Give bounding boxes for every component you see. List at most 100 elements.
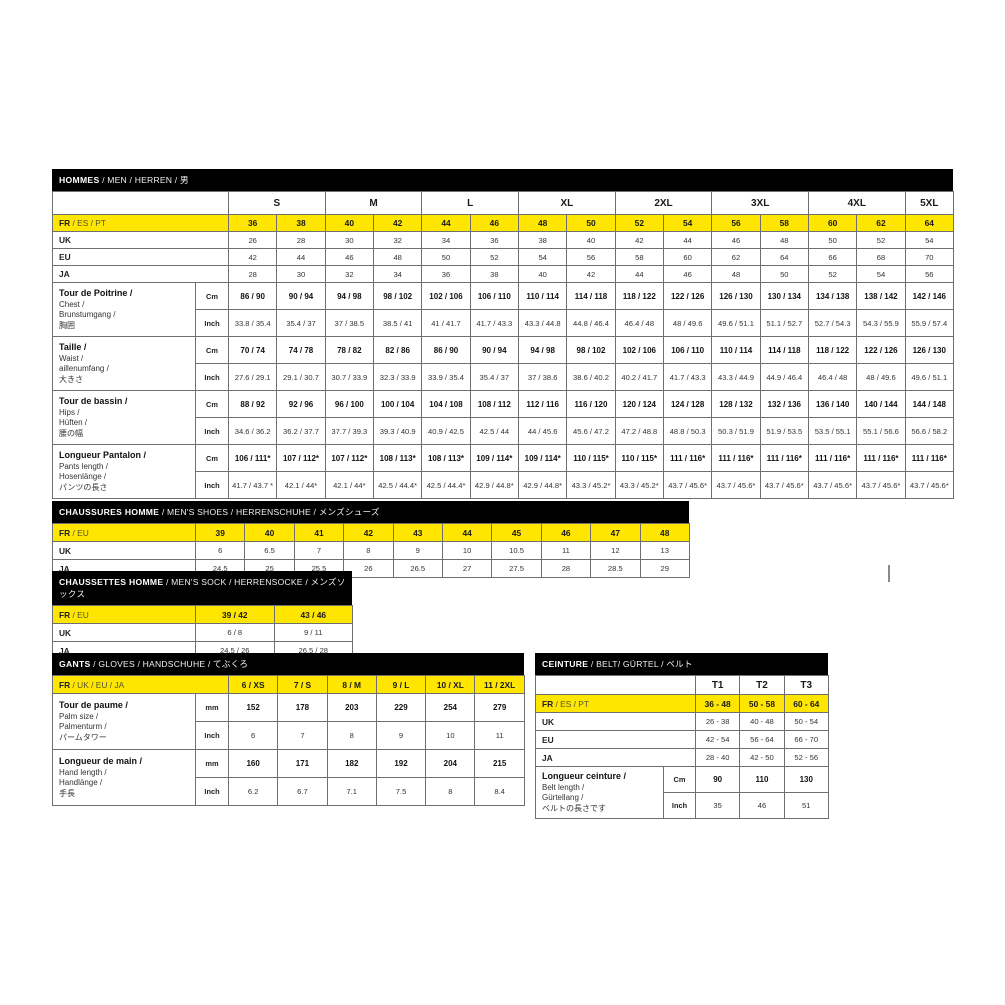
belt-size-header-T3: T3 <box>783 675 829 695</box>
men-measure-cell-cm: 130 / 134 <box>759 282 809 310</box>
men-corner-cell <box>52 191 229 215</box>
men-measure-cell-cm: 111 / 116* <box>711 444 761 472</box>
men-measure-cell-cm: 78 / 82 <box>324 336 375 364</box>
men-unit-cm: Cm <box>195 336 229 364</box>
gloves-measure-label-1-ja: 手長 <box>59 788 75 798</box>
men-measure-cell-cm: 136 / 140 <box>807 390 858 418</box>
belt-code-row-label-FR-bold: FR <box>542 698 554 709</box>
men-code-cell: 48 <box>711 265 761 283</box>
belt-code-cell: 42 - 54 <box>694 730 741 749</box>
men-measure-cell-inch: 46.4 / 48 <box>807 363 858 391</box>
men-measure-cell-inch: 40.2 / 41.7 <box>614 363 664 391</box>
men-measure-cell-inch: 36.2 / 37.7 <box>276 417 326 445</box>
men-code-cell: 44 <box>662 231 713 249</box>
men-code-cell: 44 <box>614 265 664 283</box>
shoes-cell: 29 <box>639 559 690 578</box>
men-measure-cell-cm: 104 / 108 <box>421 390 471 418</box>
belt-code-row-label-EU-bold: EU <box>542 734 554 745</box>
men-measure-cell-inch: 41 / 41.7 <box>421 309 471 337</box>
belt-code-cell: 52 - 56 <box>783 748 829 767</box>
men-measure-cell-inch: 27.6 / 29.1 <box>227 363 278 391</box>
men-measure-cell-inch: 41.7 / 43.7 * <box>227 471 278 499</box>
belt-code-row-EU: EU 42 - 54 56 - 64 66 - 70 <box>535 730 829 749</box>
belt-unit-cm: Cm <box>663 766 696 793</box>
men-measure-cell-inch: 44.8 / 46.4 <box>566 309 616 337</box>
men-size-block: HOMMES / MEN / HERREN / 男 S M L XL 2XL 3XL 4XL… <box>52 169 954 499</box>
men-measure-cell-inch: 43.3 / 45.2* <box>614 471 664 499</box>
gloves-measure-row-inch: Inch 6 7 8 9 10 11 <box>53 721 525 750</box>
men-measure-cell-inch: 44 / 45.6 <box>517 417 568 445</box>
men-measure-cell-cm: 126 / 130 <box>904 336 954 364</box>
men-code-cell: 30 <box>324 231 375 249</box>
gloves-measure-cell-inch: 9 <box>375 721 427 750</box>
men-code-cell: 32 <box>372 231 423 249</box>
men-code-row-JA: JA 28 30 32 34 36 38 40 42 44 46 48 50 52 54 56 <box>52 265 954 283</box>
men-measure-label-0: Tour de Poitrine / Chest / Brunstumgang / 胸… <box>52 282 196 337</box>
men-size-group-XL: XL <box>518 191 616 215</box>
belt-size-block: CEINTURE / BELT/ GÜRTEL / ベルト T1 T2 T3 FR /… <box>535 653 829 819</box>
gloves-measure-cell-inch: 7 <box>277 721 328 750</box>
men-measure-cell-cm: 74 / 78 <box>276 336 326 364</box>
stray-tick-mark <box>888 565 890 582</box>
men-measure-cell-inch: 33.9 / 35.4 <box>421 363 471 391</box>
men-code-cell: 52 <box>469 248 520 266</box>
belt-corner-cell <box>535 675 696 695</box>
men-measure-cell-cm: 94 / 98 <box>517 336 568 364</box>
gloves-code-cell: 11 / 2XL <box>474 675 525 694</box>
belt-block-title: CEINTURE / BELT/ GÜRTEL / ベルト <box>535 653 828 675</box>
men-code-row-label-JA-bold: JA <box>59 269 70 279</box>
socks-block-title-rest: / MEN'S SOCK / HERRENSOCKE / メンズソックス <box>59 577 346 599</box>
men-code-cell: 48 <box>517 214 568 232</box>
shoes-row-FR: FR / EU 39 40 41 42 43 44 45 46 47 48 <box>52 523 690 542</box>
men-code-cell: 34 <box>372 265 423 283</box>
men-measure-cell-inch: 42.5 / 44.4* <box>421 471 471 499</box>
men-unit-inch: Inch <box>195 309 229 337</box>
belt-measure-cell-cm: 110 <box>739 766 785 793</box>
men-code-cell: 60 <box>662 248 713 266</box>
men-measure-label-1-en: Waist / <box>59 353 84 363</box>
men-measure-cell-inch: 42.5 / 44 <box>469 417 520 445</box>
men-measure-row-cm: Taille / Waist / aillenumfang / 大きさ Cm 70 / 7… <box>52 336 954 391</box>
men-measure-label-0-en: Chest / <box>59 299 85 309</box>
shoes-cell: 48 <box>639 523 690 542</box>
shoes-cell: 43 <box>392 523 443 542</box>
belt-measure-cell-inch: 35 <box>694 792 741 819</box>
men-measure-cell-cm: 98 / 102 <box>372 282 423 310</box>
gloves-measure-cell-mm: 171 <box>277 749 328 778</box>
men-measure-row-inch: Inch 27.6 / 29.1 29.1 / 30.7 30.7 / 33.9 32.… <box>53 363 954 391</box>
men-measure-cell-cm: 108 / 112 <box>469 390 520 418</box>
men-code-cell: 52 <box>856 231 906 249</box>
men-measure-cell-inch: 49.6 / 51.1 <box>904 363 954 391</box>
men-size-group-row: S M L XL 2XL 3XL 4XL 5XL <box>52 191 954 215</box>
men-size-group-5XL: 5XL <box>904 191 954 215</box>
men-measure-cell-cm: 114 / 118 <box>566 282 616 310</box>
men-unit-cm: Cm <box>195 444 229 472</box>
men-measure-cell-inch: 41.7 / 43.3 <box>469 309 520 337</box>
belt-code-row-UK: UK 26 - 38 40 - 48 50 - 54 <box>535 712 829 731</box>
gloves-code-row-label-bold: FR <box>59 679 71 690</box>
men-code-row-FR: FR / ES / PT 36 38 40 42 44 46 48 50 52 54 56 58 60 62… <box>52 214 954 232</box>
men-measure-cell-cm: 108 / 113* <box>372 444 423 472</box>
men-measure-cell-cm: 140 / 144 <box>856 390 906 418</box>
men-measure-label-1-de: aillenumfang / <box>59 364 109 374</box>
socks-block-title: CHAUSSETTES HOMME / MEN'S SOCK / HERRENS… <box>52 571 352 605</box>
belt-block-title-rest: / BELT/ GÜRTEL / ベルト <box>588 659 693 669</box>
men-unit-cm: Cm <box>195 390 229 418</box>
men-code-cell: 44 <box>276 248 326 266</box>
men-measure-cell-inch: 54.3 / 55.9 <box>856 309 906 337</box>
men-size-group-2XL: 2XL <box>614 191 713 215</box>
shoes-block-title-rest: / MEN'S SHOES / HERRENSCHUHE / メンズシューズ <box>159 507 380 517</box>
men-measure-cell-inch: 55.9 / 57.4 <box>904 309 954 337</box>
gloves-measure-cell-mm: 178 <box>277 693 328 722</box>
men-code-cell: 46 <box>469 214 520 232</box>
belt-code-cell: 36 - 48 <box>694 694 741 713</box>
men-code-cell: 42 <box>372 214 423 232</box>
men-measure-cell-inch: 32.3 / 33.9 <box>372 363 423 391</box>
belt-measure-label-de: Gürtellang / <box>542 793 584 803</box>
shoes-cell: 13 <box>639 541 690 560</box>
men-measure-label-1-fr: Taille / <box>59 341 87 352</box>
shoes-row-label-UK: UK <box>52 541 196 560</box>
men-measure-cell-inch: 43.7 / 45.6* <box>856 471 906 499</box>
